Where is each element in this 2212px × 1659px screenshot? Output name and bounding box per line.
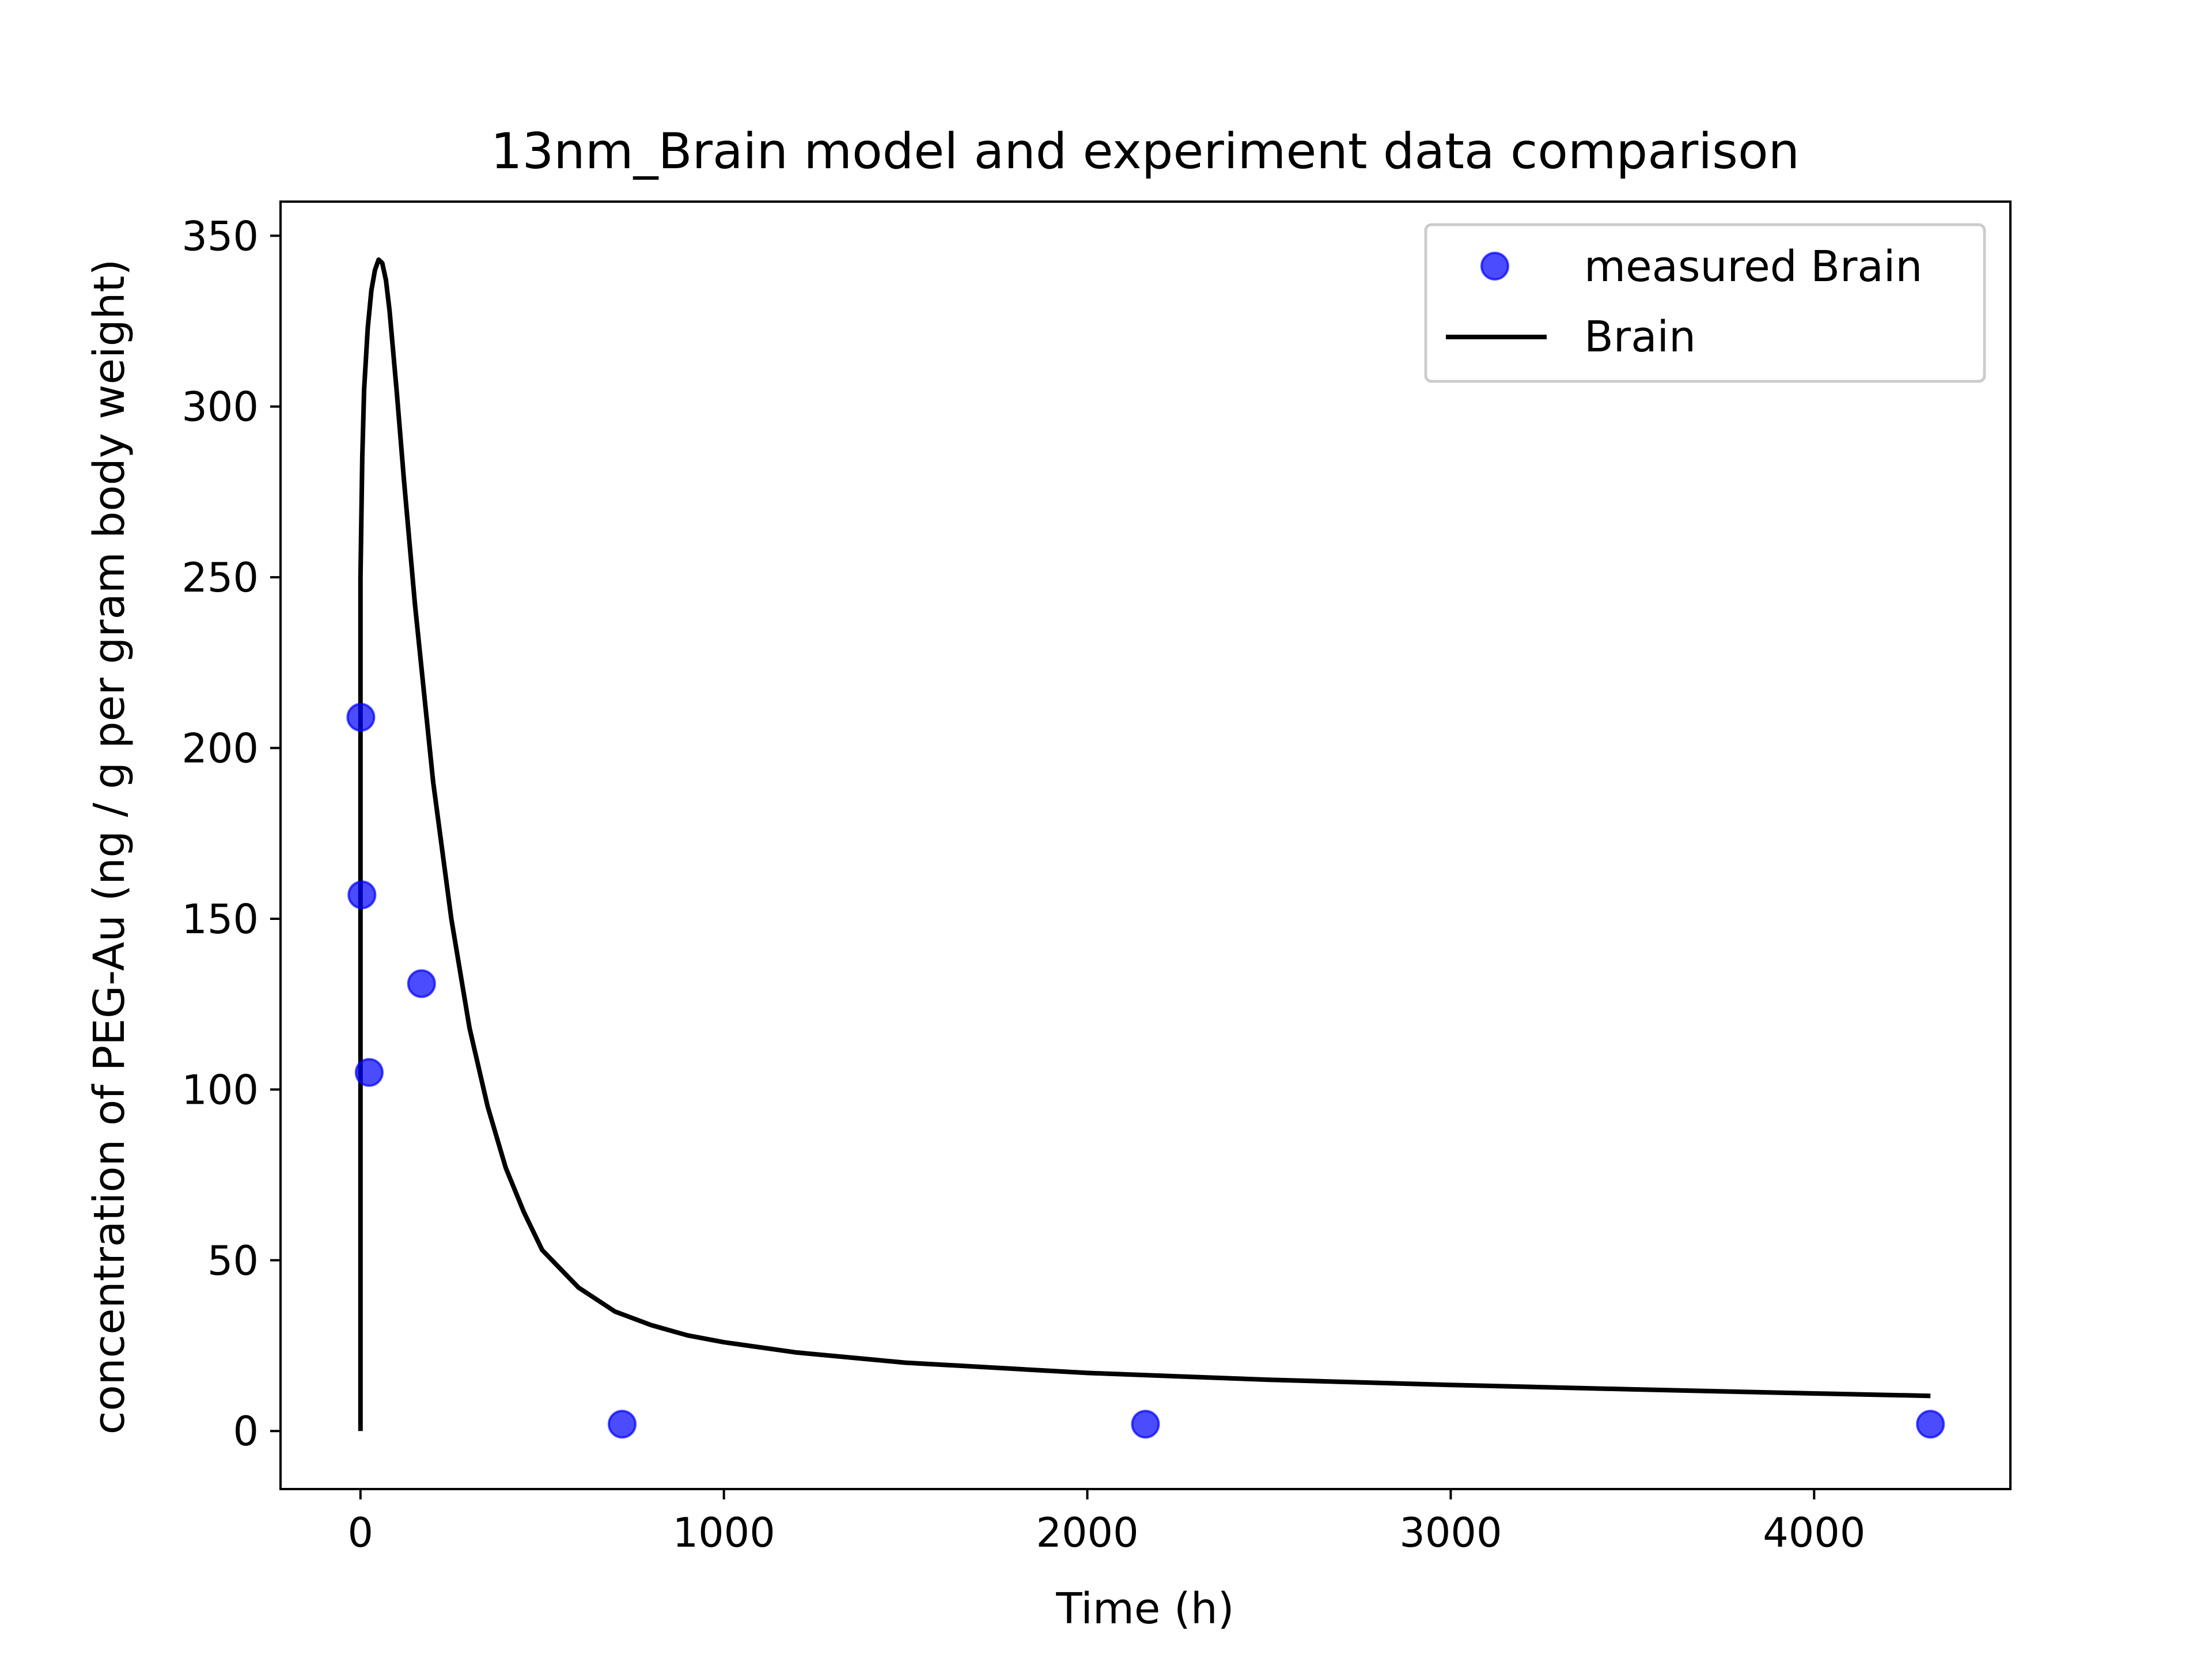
legend-label-brain: Brain xyxy=(1584,312,1696,362)
x-tick-label: 0 xyxy=(348,1509,374,1556)
data-point-measured-brain xyxy=(354,1058,384,1087)
y-tick-label: 0 xyxy=(233,1408,259,1455)
y-tick-label: 350 xyxy=(181,213,259,260)
y-tick-label: 250 xyxy=(181,554,259,601)
data-point-measured-brain xyxy=(407,969,436,998)
x-axis-label: Time (h) xyxy=(1055,1584,1234,1634)
data-point-measured-brain xyxy=(347,880,377,910)
legend-label-measured-brain: measured Brain xyxy=(1584,242,1922,291)
legend-frame xyxy=(1424,223,1986,383)
y-tick-label: 150 xyxy=(181,896,259,943)
data-point-measured-brain xyxy=(1916,1410,1945,1439)
x-tick-label: 2000 xyxy=(1036,1509,1138,1556)
y-tick-label: 200 xyxy=(181,725,259,772)
y-tick-label: 100 xyxy=(181,1066,259,1113)
axes-frame xyxy=(279,200,2012,1490)
x-tick-label: 1000 xyxy=(673,1509,775,1556)
x-tick-label: 3000 xyxy=(1399,1509,1502,1556)
chart-title: 13nm_Brain model and experiment data com… xyxy=(491,123,1800,180)
data-point-measured-brain xyxy=(346,703,376,732)
legend: measured Brain Brain xyxy=(1424,223,1986,383)
plot-area: 0 1000 2000 3000 4000 0 50 100 150 200 250 300 350 xyxy=(181,200,2012,1556)
x-tick-label: 4000 xyxy=(1763,1509,1865,1556)
data-point-measured-brain xyxy=(1131,1410,1160,1439)
legend-marker-measured-brain xyxy=(1480,252,1509,281)
y-tick-label: 50 xyxy=(207,1237,259,1285)
series-line-brain xyxy=(358,257,1931,1431)
y-tick-label: 300 xyxy=(181,384,259,431)
y-axis-label: concentration of PEG-Au (ng / g per gram… xyxy=(85,259,134,1435)
data-point-measured-brain xyxy=(608,1410,637,1439)
